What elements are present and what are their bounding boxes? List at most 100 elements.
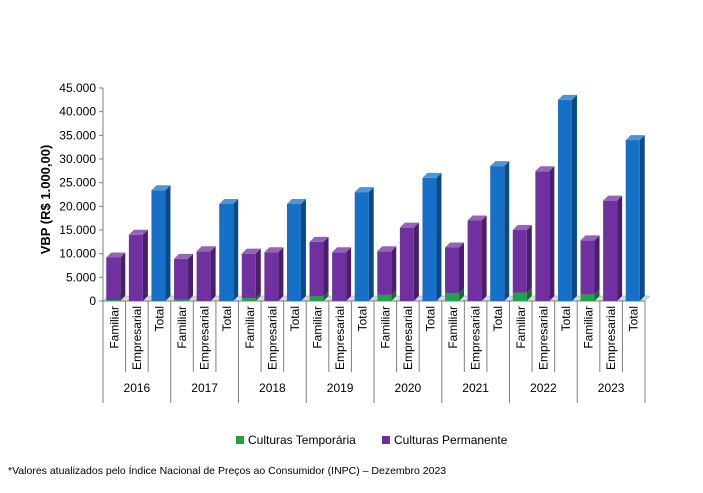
x-sub-label: Empresarial: [469, 306, 483, 370]
bar-2023-familiar-permanente-side: [594, 235, 600, 295]
bar-2020-familiar-permanente-side: [391, 246, 397, 295]
bar-2016-familiar-permanente-side: [120, 252, 126, 301]
bar-2017-total-total-top: [219, 198, 239, 204]
legend-swatch: [382, 436, 390, 444]
bar-2022-empresarial-permanente: [535, 171, 550, 301]
y-tick-label: 0: [89, 294, 96, 308]
bar-2020-empresarial-permanente-top: [399, 222, 419, 228]
bar-2016-total-total-side: [165, 185, 171, 301]
y-tick-label: 40.000: [59, 105, 96, 119]
legend-label: Culturas Temporária: [248, 433, 356, 447]
bar-2019-familiar-temporaria-side: [323, 291, 329, 301]
bar-2023-total-total: [625, 140, 640, 301]
bar-2020-familiar-permanente: [377, 251, 392, 295]
bar-2023-familiar-temporaria: [580, 294, 595, 301]
x-sub-label: Familiar: [311, 306, 325, 349]
legend-swatch: [236, 436, 244, 444]
bar-2023-empresarial-permanente: [603, 200, 618, 301]
y-tick-label: 5.000: [66, 270, 96, 284]
bar-2023-familiar-temporaria-side: [594, 289, 600, 301]
bar-2018-total-total-side: [300, 198, 306, 301]
x-sub-label: Total: [356, 306, 370, 331]
bar-2021-empresarial-permanente-side: [481, 215, 487, 301]
bar-2022-familiar-permanente: [512, 230, 527, 293]
bar-2022-familiar-temporaria: [512, 292, 527, 301]
bar-2017-empresarial-permanente-side: [210, 246, 216, 301]
x-year-label: 2016: [124, 381, 151, 395]
bar-2018-total-total: [286, 203, 301, 301]
y-tick-label: 30.000: [59, 152, 96, 166]
x-sub-label: Familiar: [243, 306, 257, 349]
y-axis-title: VBP (R$ 1.000,00): [38, 145, 53, 255]
x-sub-label: Empresarial: [401, 306, 415, 370]
x-sub-label: Total: [559, 306, 573, 331]
bar-2021-empresarial-permanente: [467, 220, 482, 301]
bar-2023-familiar-permanente: [580, 240, 595, 295]
x-sub-label: Total: [152, 306, 166, 331]
bar-2019-empresarial-permanente-side: [346, 247, 352, 301]
bar-2021-total-total-top: [490, 161, 510, 167]
x-year-label: 2019: [327, 381, 354, 395]
x-sub-label: Empresarial: [604, 306, 618, 370]
bar-2020-familiar-temporaria: [377, 294, 392, 301]
x-year-label: 2020: [395, 381, 422, 395]
bar-2021-familiar-temporaria: [445, 292, 460, 301]
bar-2017-familiar-permanente: [174, 258, 189, 300]
bar-2016-empresarial-permanente-side: [142, 229, 148, 301]
bar-2018-familiar-permanente-side: [255, 248, 261, 299]
y-tick-label: 35.000: [59, 128, 96, 142]
bar-2019-empresarial-permanente: [332, 252, 347, 301]
chart-legend: Culturas Temporária Culturas Permanente: [236, 433, 508, 447]
x-sub-label: Empresarial: [198, 306, 212, 370]
x-year-label: 2023: [598, 381, 625, 395]
bar-2019-familiar-permanente-side: [323, 236, 329, 297]
x-sub-label: Empresarial: [130, 306, 144, 370]
bar-2018-total-total-top: [286, 198, 306, 204]
x-sub-label: Familiar: [107, 306, 121, 349]
x-sub-label: Familiar: [582, 306, 596, 349]
bar-2017-familiar-permanente-top: [174, 253, 194, 259]
bar-2019-empresarial-permanente-top: [332, 247, 352, 253]
x-sub-label: Empresarial: [536, 306, 550, 370]
bar-2016-total-total: [151, 190, 166, 301]
x-sub-label: Total: [627, 306, 641, 331]
bar-2016-familiar-temporaria: [106, 300, 121, 301]
bar-2018-empresarial-permanente: [264, 252, 279, 301]
x-sub-label: Familiar: [446, 306, 460, 349]
y-tick-label: 25.000: [59, 176, 96, 190]
bar-2019-familiar-permanente-top: [309, 236, 329, 242]
bar-2018-familiar-permanente: [241, 253, 256, 299]
bar-2019-familiar-permanente: [309, 241, 324, 297]
x-sub-label: Total: [423, 306, 437, 331]
bar-2023-familiar-permanente-top: [580, 235, 600, 241]
x-year-label: 2017: [191, 381, 218, 395]
bar-2022-empresarial-permanente-side: [549, 166, 555, 301]
bar-2016-familiar-permanente-top: [106, 252, 126, 258]
bar-2022-familiar-permanente-side: [526, 225, 532, 293]
x-sub-label: Total: [220, 306, 234, 331]
bar-2021-familiar-permanente-side: [459, 242, 465, 293]
bar-2022-familiar-temporaria-side: [526, 287, 532, 301]
bar-2018-familiar-temporaria: [241, 298, 256, 301]
bar-2019-total-total: [354, 192, 369, 301]
bar-2017-empresarial-permanente-top: [196, 246, 216, 252]
y-tick-label: 15.000: [59, 223, 96, 237]
bar-2016-total-total-top: [151, 185, 171, 191]
bar-2023-total-total-top: [625, 135, 645, 141]
bar-2019-familiar-temporaria: [309, 296, 324, 301]
bar-2020-empresarial-permanente-side: [413, 222, 419, 301]
bar-2021-familiar-permanente-top: [445, 242, 465, 248]
bar-2019-total-total-side: [368, 187, 374, 301]
x-sub-label: Empresarial: [333, 306, 347, 370]
bar-2020-total-total-side: [436, 172, 442, 301]
bar-2022-total-total-top: [557, 94, 577, 100]
bar-2017-empresarial-permanente: [196, 251, 211, 301]
x-sub-label: Familiar: [514, 306, 528, 349]
bar-2021-familiar-permanente: [445, 247, 460, 293]
bar-2018-empresarial-permanente-side: [278, 247, 284, 301]
bar-2021-total-total: [490, 166, 505, 301]
bar-2022-familiar-permanente-top: [512, 225, 532, 230]
bar-2018-familiar-permanente-top: [241, 248, 261, 254]
footnote: *Valores atualizados pelo Índice Naciona…: [8, 465, 447, 477]
